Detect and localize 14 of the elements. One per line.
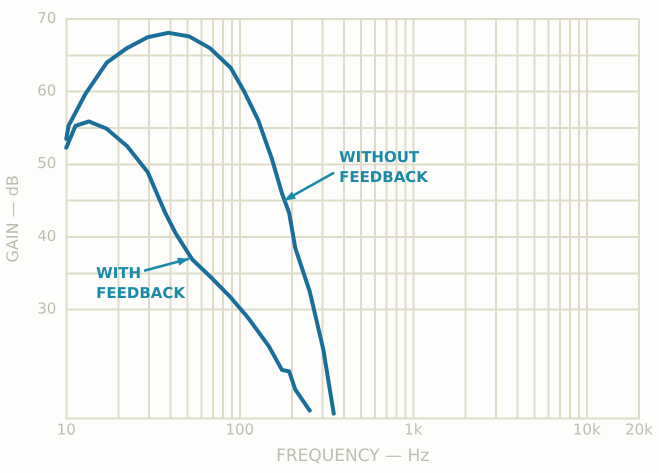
- x-tick-label: 10: [56, 420, 76, 438]
- x-tick-label: 10k: [572, 420, 601, 438]
- x-tick-label: 100: [225, 420, 254, 438]
- y-tick-label: 60: [37, 82, 56, 100]
- y-tick-label: 70: [37, 8, 56, 27]
- y-tick-label: 40: [37, 226, 56, 245]
- annotation: WITH FEEDBACK: [96, 264, 186, 302]
- y-axis-title: GAIN — dB: [2, 175, 22, 262]
- y-tick-label: 50: [37, 154, 56, 172]
- y-tick-label: 30: [37, 300, 56, 318]
- x-tick-label: 1k: [404, 420, 423, 438]
- x-axis-title: FREQUENCY — Hz: [276, 446, 430, 466]
- annotation: WITHOUT FEEDBACK: [339, 148, 430, 186]
- x-tick-label: 20k: [625, 420, 654, 438]
